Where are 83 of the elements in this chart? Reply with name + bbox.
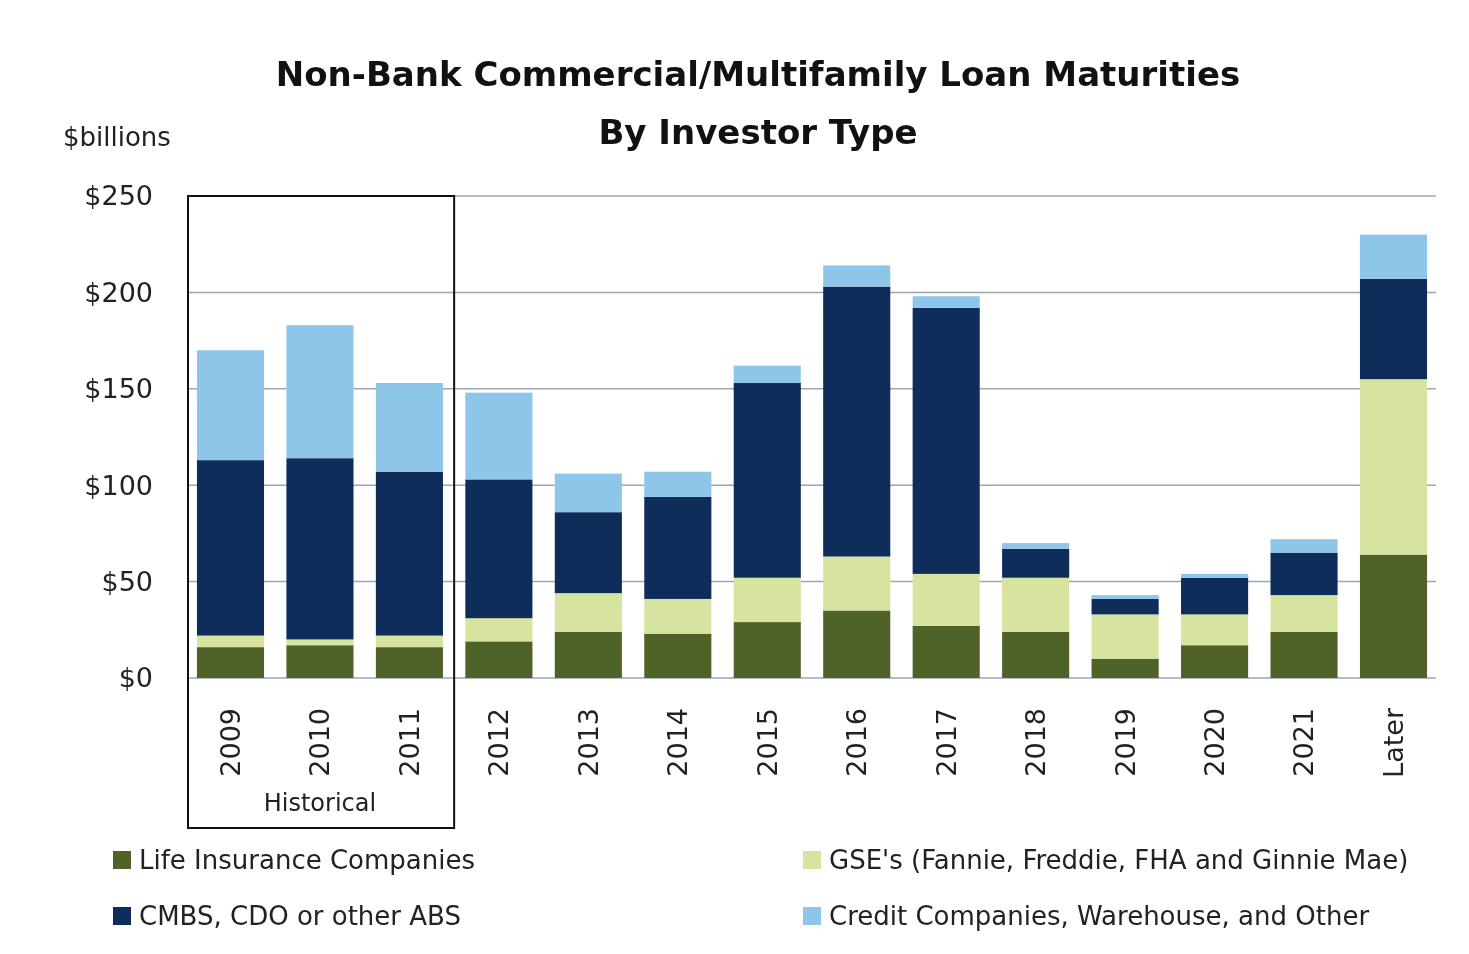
x-tick-label: 2017 (930, 708, 962, 777)
bar (286, 645, 354, 678)
bar (1270, 552, 1338, 596)
bar (465, 479, 533, 619)
bar (644, 633, 712, 678)
bar (554, 473, 622, 513)
x-tick-label: 2015 (751, 708, 783, 777)
x-tick-label: 2013 (572, 708, 604, 777)
bar (912, 307, 980, 574)
x-tick-label: 2009 (214, 708, 246, 777)
bar (823, 286, 891, 557)
bar (823, 556, 891, 611)
text: Historical (263, 789, 377, 817)
bar (375, 647, 443, 678)
bar (1270, 539, 1338, 553)
x-tick-label: 2011 (393, 708, 425, 777)
bar (554, 631, 622, 678)
y-tick-label: $200 (84, 276, 153, 308)
x-tick-label: 2018 (1020, 708, 1052, 777)
bar (554, 593, 622, 632)
chart-title: Non-Bank Commercial/Multifamily Loan Maturities By Investor Type (275, 54, 1241, 152)
bar (286, 458, 354, 640)
bar (733, 365, 801, 384)
x-tick-label: 2019 (1109, 708, 1141, 777)
y-axis-title: $billions (63, 122, 171, 152)
bar (1091, 598, 1159, 615)
bar (465, 392, 533, 480)
y-tick-label: $100 (84, 469, 153, 501)
bar (1002, 577, 1070, 632)
bar (644, 598, 712, 634)
bar (196, 647, 265, 678)
bar (1270, 595, 1338, 632)
bar (1181, 577, 1249, 615)
x-tick-label: Later (1377, 707, 1409, 778)
x-tick-label: 2014 (662, 708, 694, 777)
legend-label: CMBS, CDO or other ABS (139, 901, 461, 932)
bar (1091, 614, 1159, 659)
bar (196, 350, 265, 461)
bar (1359, 554, 1428, 678)
bar (912, 573, 980, 626)
bar (286, 325, 354, 459)
bar (465, 618, 533, 642)
bar (1091, 595, 1159, 599)
bar (644, 471, 712, 497)
x-tick-label: 2012 (483, 708, 515, 777)
legend-label: Life Insurance Companies (139, 845, 476, 876)
bar (286, 639, 354, 646)
legend-label: Credit Companies, Warehouse, and Other (829, 901, 1370, 932)
bar (1091, 658, 1159, 678)
bar (196, 635, 265, 648)
bar (733, 577, 801, 623)
bar (1002, 548, 1070, 578)
bar (733, 383, 801, 578)
bar (1181, 614, 1249, 646)
x-tick-label: 2016 (841, 708, 873, 777)
x-tick-label: 2010 (304, 708, 336, 777)
bar (1359, 379, 1428, 555)
bar (465, 641, 533, 678)
bar (733, 622, 801, 678)
bar (375, 471, 443, 636)
bar (823, 610, 891, 678)
bar (644, 496, 712, 599)
y-tick-label: $150 (84, 373, 153, 405)
bar (1181, 573, 1249, 578)
legend-label: GSE's (Fannie, Freddie, FHA and Ginnie Mae) (829, 845, 1409, 876)
y-tick-label: $0 (118, 662, 153, 694)
bar (1270, 631, 1338, 678)
bar (912, 296, 980, 308)
y-tick-label: $50 (101, 566, 153, 598)
y-tick-label: $250 (84, 180, 153, 212)
bar (912, 625, 980, 678)
bar (1359, 234, 1428, 279)
x-tick-label: 2020 (1199, 708, 1231, 777)
bar (1002, 543, 1070, 549)
bar (1002, 631, 1070, 678)
bar (1359, 278, 1428, 380)
bar (375, 635, 443, 648)
x-tick-label: 2021 (1288, 708, 1320, 777)
bar (1181, 645, 1249, 678)
bar (554, 512, 622, 594)
bar (375, 383, 443, 472)
bar (823, 265, 891, 287)
bar (196, 460, 265, 636)
